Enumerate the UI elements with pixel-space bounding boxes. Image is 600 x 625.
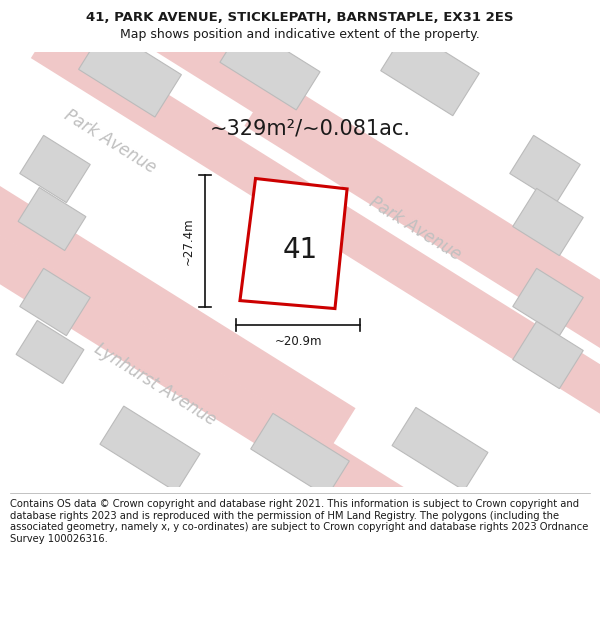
Polygon shape [392, 408, 488, 491]
Text: Park Avenue: Park Avenue [61, 107, 159, 178]
Text: Map shows position and indicative extent of the property.: Map shows position and indicative extent… [120, 28, 480, 41]
Polygon shape [18, 188, 86, 251]
Polygon shape [513, 268, 583, 336]
Polygon shape [381, 28, 479, 116]
Polygon shape [240, 179, 347, 309]
Polygon shape [0, 181, 549, 614]
Polygon shape [31, 22, 600, 456]
Polygon shape [244, 90, 600, 444]
Polygon shape [16, 321, 84, 384]
Text: Park Avenue: Park Avenue [366, 194, 464, 264]
Polygon shape [79, 27, 181, 117]
Text: Lynhurst Avenue: Lynhurst Avenue [91, 339, 219, 429]
Polygon shape [20, 268, 90, 336]
Polygon shape [220, 24, 320, 110]
Text: ~20.9m: ~20.9m [274, 335, 322, 348]
Polygon shape [510, 136, 580, 202]
Polygon shape [513, 321, 583, 389]
Text: 41: 41 [283, 236, 317, 264]
Text: 41, PARK AVENUE, STICKLEPATH, BARNSTAPLE, EX31 2ES: 41, PARK AVENUE, STICKLEPATH, BARNSTAPLE… [86, 11, 514, 24]
Polygon shape [20, 136, 90, 202]
Polygon shape [0, 90, 356, 444]
Text: ~329m²/~0.081ac.: ~329m²/~0.081ac. [209, 119, 410, 139]
Polygon shape [100, 406, 200, 492]
Polygon shape [0, 0, 600, 334]
Text: ~27.4m: ~27.4m [182, 217, 195, 265]
Text: Contains OS data © Crown copyright and database right 2021. This information is : Contains OS data © Crown copyright and d… [10, 499, 589, 544]
Polygon shape [251, 413, 349, 497]
Polygon shape [513, 188, 583, 256]
